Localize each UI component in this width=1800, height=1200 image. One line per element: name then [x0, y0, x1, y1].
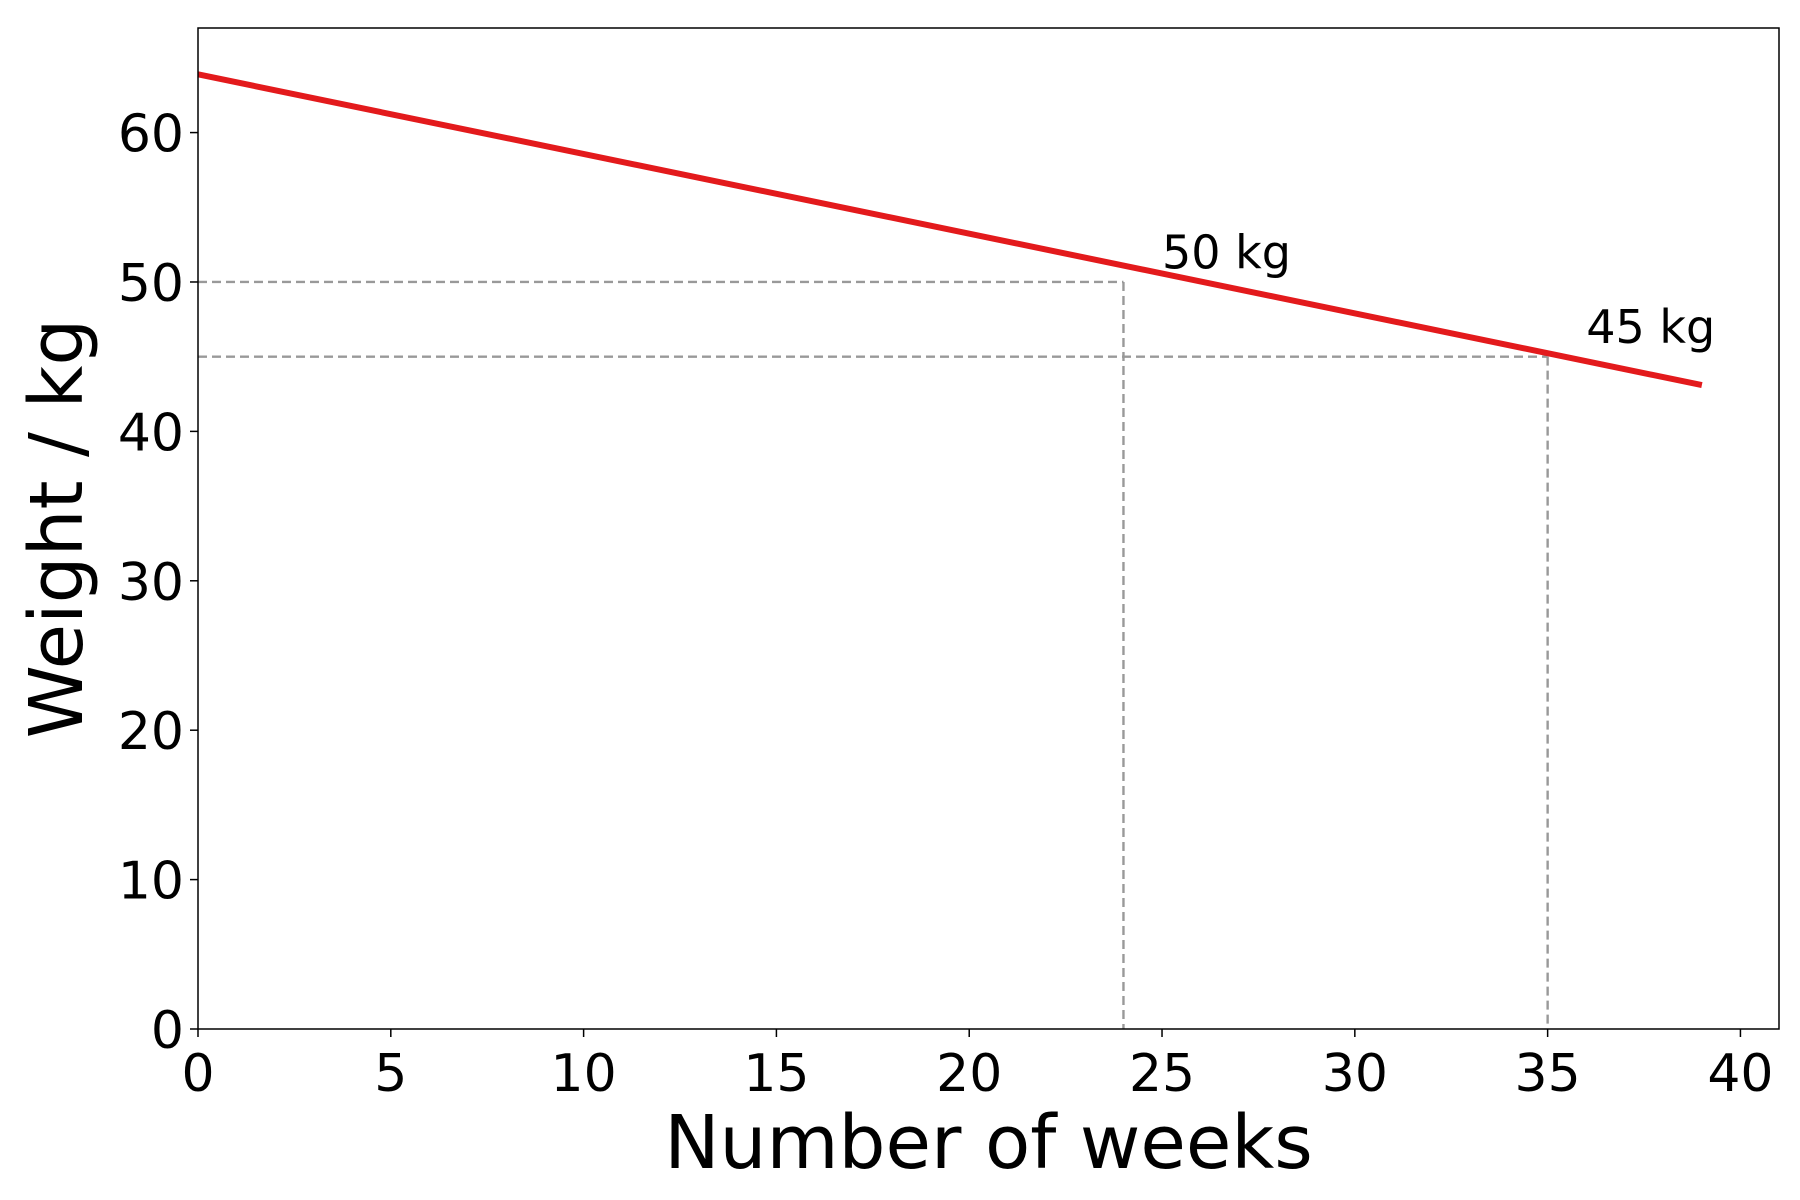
x-axis-ticks: 0 5 10 15 20 25 30 35 40 — [181, 1029, 1774, 1104]
x-tick-label: 40 — [1707, 1044, 1773, 1104]
y-tick-label: 50 — [118, 254, 184, 314]
y-tick-label: 20 — [118, 702, 184, 762]
series-lines — [197, 71, 1703, 389]
x-tick-label: 30 — [1322, 1044, 1388, 1104]
y-tick-label: 10 — [118, 852, 184, 912]
annotation-label: 50 kg — [1162, 226, 1291, 280]
annotation-label: 45 kg — [1586, 300, 1715, 354]
x-axis-title: Number of weeks — [664, 1100, 1313, 1186]
x-tick-label: 20 — [936, 1044, 1002, 1104]
y-axis-title: Weight / kg — [14, 319, 100, 739]
plot-area-frame — [197, 27, 1780, 1030]
x-tick-label: 0 — [181, 1044, 214, 1104]
y-axis-ticks: 0 10 20 30 40 50 60 — [118, 105, 198, 1061]
reference-lines — [198, 280, 1549, 1029]
x-tick-label: 25 — [1129, 1044, 1195, 1104]
y-tick-label: 60 — [118, 105, 184, 165]
series-line-0 — [197, 71, 1703, 389]
x-tick-label: 5 — [374, 1044, 407, 1104]
x-tick-label: 10 — [551, 1044, 617, 1104]
y-tick-label: 0 — [151, 1001, 184, 1061]
y-tick-label: 40 — [118, 403, 184, 463]
y-tick-label: 30 — [118, 553, 184, 613]
annotations: 50 kg 45 kg — [1162, 226, 1715, 355]
x-tick-label: 15 — [743, 1044, 809, 1104]
x-tick-label: 35 — [1515, 1044, 1581, 1104]
